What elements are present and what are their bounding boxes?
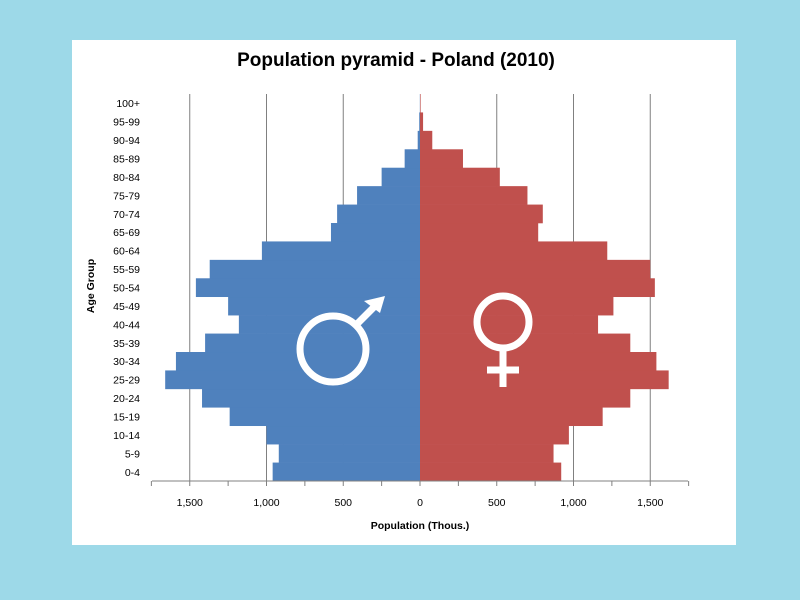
x-axis-label: Population (Thous.) — [371, 520, 470, 532]
y-tick-label: 75-79 — [113, 190, 140, 202]
y-tick-label: 55-59 — [113, 264, 140, 276]
x-tick-label: 0 — [417, 497, 423, 509]
male-bar — [404, 149, 420, 169]
y-tick-label: 90-94 — [113, 135, 140, 147]
y-tick-label: 15-19 — [113, 412, 140, 424]
female-symbol-icon — [473, 292, 533, 387]
male-bar — [228, 296, 420, 316]
y-axis-label: Age Group — [85, 259, 97, 313]
x-tick-label: 500 — [334, 497, 352, 509]
female-bar — [420, 204, 543, 224]
y-tick-label: 45-49 — [113, 301, 140, 313]
y-tick-label: 85-89 — [113, 154, 140, 166]
female-bar — [420, 94, 421, 113]
x-tick-label: 1,000 — [253, 497, 279, 509]
male-bar — [417, 130, 420, 150]
y-tick-label: 80-84 — [113, 172, 140, 184]
female-bar — [420, 444, 554, 463]
female-bar — [420, 388, 631, 408]
female-bar — [420, 296, 614, 316]
male-bar — [229, 407, 420, 427]
female-bar — [420, 462, 562, 482]
male-bar — [238, 315, 420, 334]
male-bar — [272, 462, 420, 482]
female-bar — [420, 278, 655, 298]
y-tick-label: 65-69 — [113, 227, 140, 239]
y-tick-label: 25-29 — [113, 375, 140, 387]
x-tick-label: 1,500 — [637, 497, 663, 509]
male-bar — [209, 259, 420, 279]
female-bar — [420, 259, 651, 279]
female-bar — [420, 407, 603, 427]
female-bar — [420, 149, 463, 169]
bars — [165, 94, 669, 482]
male-bar — [261, 241, 420, 261]
female-bar — [420, 241, 608, 261]
chart-title: Population pyramid - Poland (2010) — [237, 50, 555, 71]
male-bar — [357, 186, 420, 205]
y-tick-label: 50-54 — [113, 283, 140, 295]
y-tick-label: 30-34 — [113, 356, 140, 368]
male-bar — [195, 278, 420, 298]
male-bar — [205, 333, 420, 353]
male-bar — [278, 444, 420, 463]
x-axis: 1,500 1,000 500 0 500 1,000 1,500 — [150, 480, 690, 509]
y-tick-label: 70-74 — [113, 209, 140, 221]
female-bar — [420, 223, 539, 242]
y-axis-ticks: 0-4 5-9 10-14 15-19 20-24 25-29 30-34 35-39 40-4… — [113, 98, 140, 479]
male-symbol-icon — [296, 296, 385, 386]
y-tick-label: 100+ — [116, 98, 140, 110]
female-bar — [420, 352, 657, 371]
y-tick-label: 95-99 — [113, 117, 140, 129]
female-bar — [420, 167, 500, 187]
female-bar — [420, 315, 599, 334]
male-bar — [165, 370, 420, 390]
male-bar — [266, 425, 420, 445]
x-tick-label: 500 — [488, 497, 506, 509]
female-bar — [420, 112, 424, 132]
y-tick-label: 35-39 — [113, 338, 140, 350]
male-bar — [337, 204, 420, 224]
female-bar — [420, 130, 433, 150]
female-bar — [420, 186, 528, 205]
y-tick-label: 10-14 — [113, 430, 140, 442]
female-bar — [420, 370, 669, 390]
x-tick-label: 1,000 — [560, 497, 586, 509]
male-bar — [381, 167, 420, 187]
y-tick-label: 40-44 — [113, 319, 140, 331]
y-tick-label: 60-64 — [113, 246, 140, 258]
male-bar — [419, 112, 420, 132]
female-bar — [420, 425, 569, 445]
male-bar — [202, 388, 420, 408]
male-bar — [330, 223, 420, 242]
x-tick-label: 1,500 — [177, 497, 203, 509]
female-bar — [420, 333, 631, 353]
y-tick-label: 0-4 — [125, 467, 140, 479]
y-tick-label: 20-24 — [113, 393, 140, 405]
y-tick-label: 5-9 — [125, 448, 140, 460]
gender-symbols — [296, 292, 533, 387]
